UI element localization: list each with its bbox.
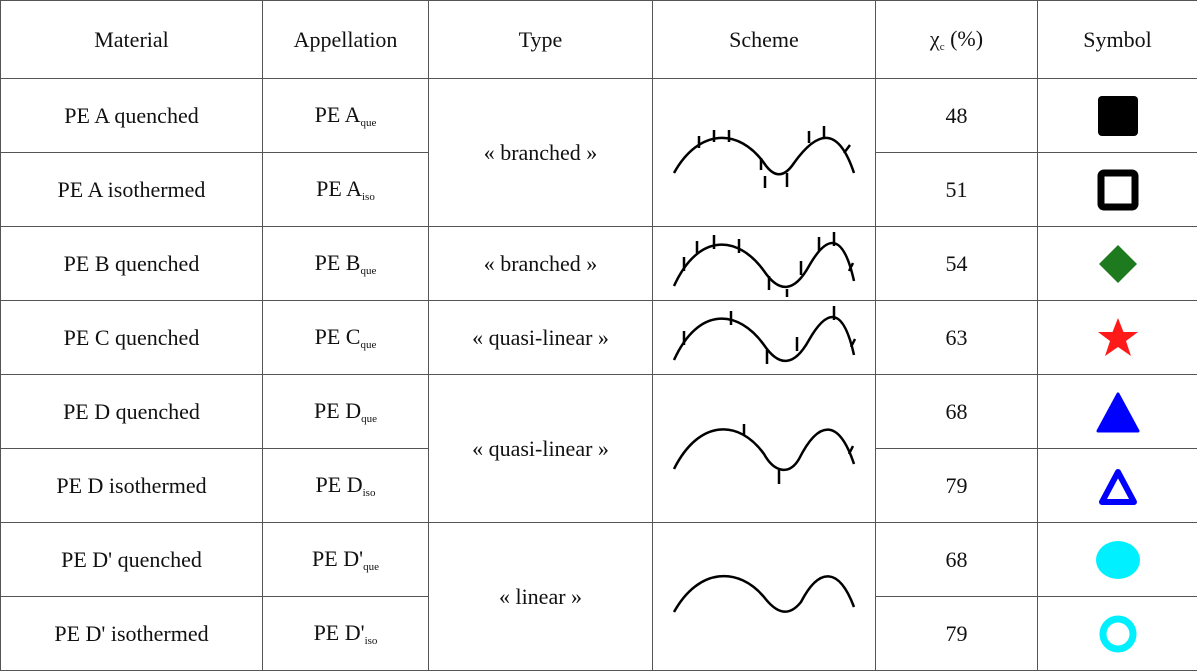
row: PE D quenched PE Dque « quasi-linear » 6… (0, 374, 1197, 523)
scheme-drawing (672, 305, 857, 364)
appellation-base: PE D' (313, 620, 365, 645)
chi: 51 (875, 152, 1038, 227)
material: PE A quenched (0, 78, 263, 153)
scheme (652, 522, 876, 671)
symbol (1037, 522, 1197, 597)
hollow-square (1097, 169, 1138, 210)
appellation-sub: iso (362, 487, 376, 499)
header-cell: Scheme (652, 0, 876, 79)
scheme-drawing (672, 423, 856, 484)
scheme (652, 226, 876, 301)
appellation-sub: iso (364, 635, 378, 647)
row: PE A quenched PE Aque « branched » 48 (0, 78, 1197, 227)
chi: 63 (875, 300, 1038, 375)
chi: 54 (875, 226, 1038, 301)
chi-symbol: χ (929, 26, 940, 51)
appellation-sub: iso (362, 191, 375, 203)
appellation-base: PE A (314, 102, 361, 127)
scheme (652, 300, 876, 375)
appellation: PE D'iso (262, 596, 429, 671)
diamond (1098, 244, 1137, 283)
material: PE C quenched (0, 300, 263, 375)
material: PE D isothermed (0, 448, 263, 523)
symbol (1037, 78, 1197, 153)
appellation-sub: que (363, 561, 379, 573)
row: PE D' quenched PE D'que « linear » 68 (0, 522, 1197, 671)
chi: 79 (875, 448, 1038, 523)
symbol (1037, 374, 1197, 449)
header-cell: χc (%) (875, 0, 1038, 79)
type: « branched » (428, 226, 653, 301)
chi: 79 (875, 596, 1038, 671)
symbol (1037, 152, 1197, 227)
appellation: PE Diso (262, 448, 429, 523)
type: « linear » (428, 522, 653, 671)
row: PE D isothermed PE Diso 79 (0, 448, 1197, 523)
symbol (1037, 226, 1197, 301)
type: « branched » (428, 78, 653, 227)
header-row: Material Appellation Type Scheme χc (%) … (0, 0, 1197, 79)
filled-circle (1095, 540, 1140, 579)
appellation-base: PE D (315, 472, 363, 497)
chi: 68 (875, 522, 1038, 597)
row: PE C quenched PE Cque « quasi-linear » 6… (0, 300, 1197, 375)
appellation-base: PE D' (312, 546, 364, 571)
appellation: PE D'que (262, 522, 429, 597)
chi-unit: (%) (950, 26, 984, 51)
material: PE B quenched (0, 226, 263, 301)
appellation-sub: que (360, 265, 377, 277)
appellation: PE Dque (262, 374, 429, 449)
star (1097, 317, 1138, 356)
material: PE D' isothermed (0, 596, 263, 671)
appellation: PE Cque (262, 300, 429, 375)
scheme (652, 78, 876, 227)
scheme-drawing (672, 231, 856, 297)
header-cell: Material (0, 0, 263, 79)
scheme (652, 374, 876, 523)
appellation-base: PE C (314, 324, 361, 349)
hollow-circle (1099, 615, 1136, 652)
appellation: PE Aiso (262, 152, 429, 227)
material: PE D' quenched (0, 522, 263, 597)
filled-square (1097, 95, 1138, 136)
header-cell: Appellation (262, 0, 429, 79)
type: « quasi-linear » (428, 300, 653, 375)
material: PE A isothermed (0, 152, 263, 227)
symbol (1037, 448, 1197, 523)
appellation-base: PE D (314, 398, 362, 423)
hollow-triangle (1098, 468, 1137, 505)
scheme-drawing (672, 574, 856, 613)
header-cell: Symbol (1037, 0, 1197, 79)
appellation-sub: que (361, 413, 377, 425)
appellation-sub: que (360, 117, 377, 129)
appellation-sub: que (360, 339, 377, 351)
symbol (1037, 596, 1197, 671)
appellation-base: PE B (314, 250, 361, 275)
chi: 48 (875, 78, 1038, 153)
header-cell: Type (428, 0, 653, 79)
appellation: PE Aque (262, 78, 429, 153)
scheme-drawing (672, 125, 856, 188)
row: PE B quenched PE Bque « branched » 54 (0, 226, 1197, 301)
appellation: PE Bque (262, 226, 429, 301)
material: PE D quenched (0, 374, 263, 449)
filled-triangle (1096, 392, 1139, 432)
symbol (1037, 300, 1197, 375)
chi-sub: c (939, 41, 945, 53)
row: PE D' isothermed PE D'iso 79 (0, 596, 1197, 671)
type: « quasi-linear » (428, 374, 653, 523)
chi: 68 (875, 374, 1038, 449)
appellation-base: PE A (316, 176, 362, 201)
